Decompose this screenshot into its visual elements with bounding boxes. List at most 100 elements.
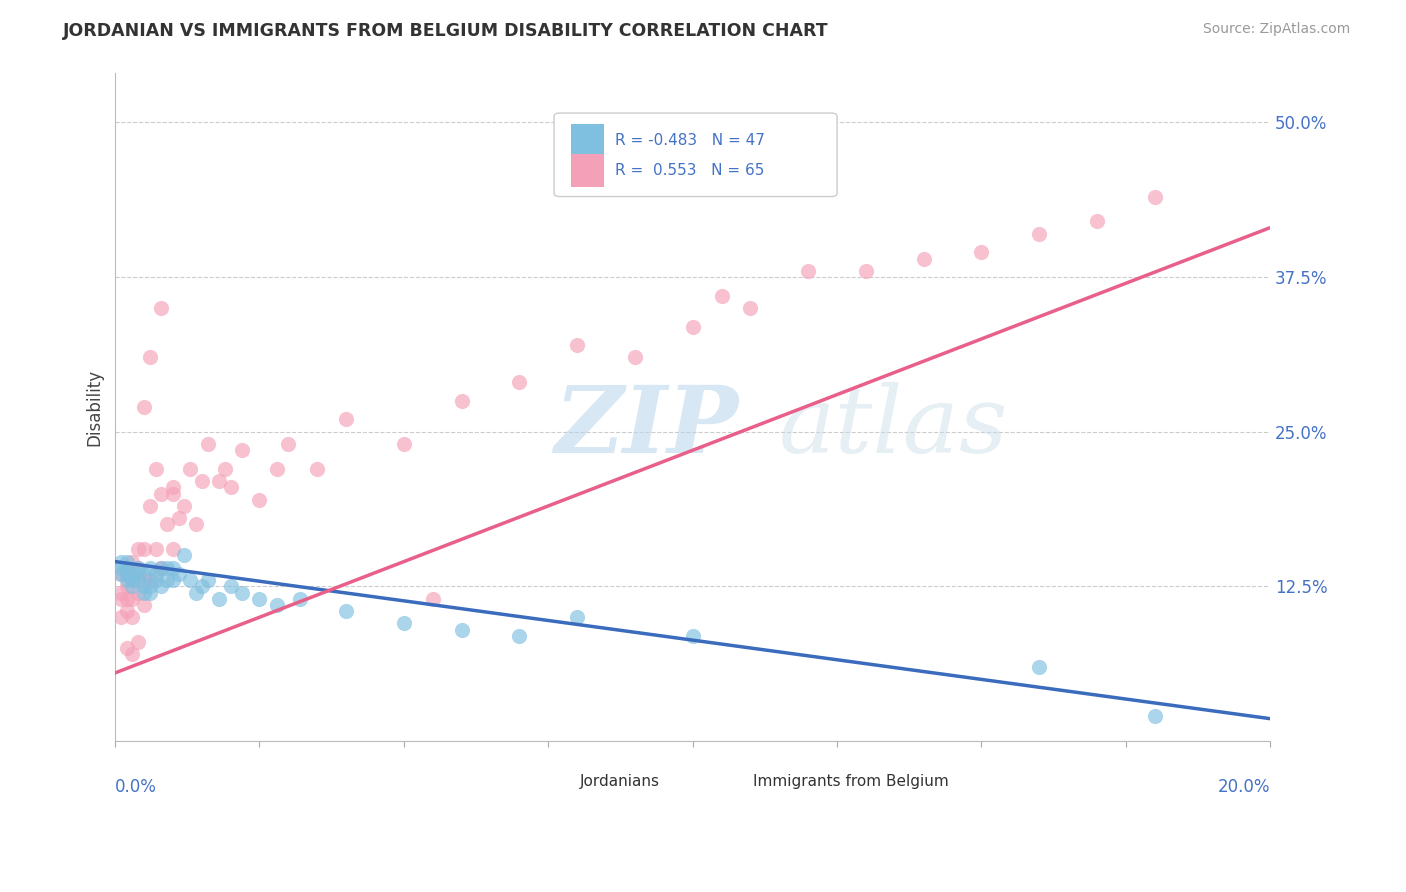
- Point: [115, 591, 138, 606]
- Point: [121, 555, 143, 569]
- Point: [132, 598, 155, 612]
- Point: [508, 376, 530, 390]
- Point: [150, 486, 173, 500]
- Text: JORDANIAN VS IMMIGRANTS FROM BELGIUM DISABILITY CORRELATION CHART: JORDANIAN VS IMMIGRANTS FROM BELGIUM DIS…: [63, 22, 830, 40]
- Point: [127, 566, 149, 581]
- Bar: [716, 768, 745, 795]
- Point: [162, 480, 184, 494]
- Bar: [571, 154, 603, 186]
- Point: [219, 480, 242, 494]
- Point: [150, 301, 173, 315]
- Point: [184, 517, 207, 532]
- Point: [1085, 214, 1108, 228]
- Point: [121, 566, 143, 581]
- Point: [115, 604, 138, 618]
- Text: atlas: atlas: [779, 382, 1010, 472]
- Point: [682, 319, 704, 334]
- Point: [121, 648, 143, 662]
- Text: Immigrants from Belgium: Immigrants from Belgium: [752, 773, 949, 789]
- Point: [139, 499, 162, 513]
- Point: [110, 566, 132, 581]
- Point: [912, 252, 935, 266]
- Point: [422, 591, 444, 606]
- Point: [121, 579, 143, 593]
- Point: [145, 566, 167, 581]
- Point: [710, 288, 733, 302]
- Point: [277, 437, 299, 451]
- Text: R =  0.553   N = 65: R = 0.553 N = 65: [616, 163, 765, 178]
- Point: [139, 351, 162, 365]
- Point: [970, 245, 993, 260]
- Point: [162, 486, 184, 500]
- Point: [132, 400, 155, 414]
- Point: [335, 604, 357, 618]
- Point: [127, 561, 149, 575]
- Point: [121, 573, 143, 587]
- Point: [219, 579, 242, 593]
- Point: [565, 610, 588, 624]
- Text: ZIP: ZIP: [554, 382, 738, 472]
- Point: [139, 579, 162, 593]
- Point: [145, 462, 167, 476]
- Point: [249, 492, 271, 507]
- Point: [110, 566, 132, 581]
- Point: [115, 566, 138, 581]
- Point: [162, 561, 184, 575]
- Text: Jordanians: Jordanians: [579, 773, 659, 789]
- Bar: [543, 768, 571, 795]
- Point: [110, 610, 132, 624]
- Point: [179, 573, 201, 587]
- Text: Source: ZipAtlas.com: Source: ZipAtlas.com: [1202, 22, 1350, 37]
- Point: [231, 585, 253, 599]
- Point: [184, 585, 207, 599]
- Point: [266, 462, 288, 476]
- Point: [450, 393, 472, 408]
- Point: [740, 301, 762, 315]
- Point: [167, 511, 190, 525]
- Point: [392, 437, 415, 451]
- Text: R = -0.483   N = 47: R = -0.483 N = 47: [616, 133, 765, 148]
- Point: [115, 641, 138, 656]
- Point: [173, 499, 195, 513]
- Point: [132, 573, 155, 587]
- Point: [121, 610, 143, 624]
- Point: [1143, 189, 1166, 203]
- Point: [797, 264, 820, 278]
- Point: [115, 555, 138, 569]
- Point: [127, 561, 149, 575]
- Point: [139, 561, 162, 575]
- Point: [855, 264, 877, 278]
- Point: [132, 579, 155, 593]
- Point: [115, 561, 138, 575]
- Point: [249, 591, 271, 606]
- Point: [266, 598, 288, 612]
- Point: [150, 561, 173, 575]
- Text: 0.0%: 0.0%: [115, 778, 157, 796]
- Point: [307, 462, 329, 476]
- Point: [127, 635, 149, 649]
- Point: [179, 462, 201, 476]
- Text: 20.0%: 20.0%: [1218, 778, 1270, 796]
- Point: [624, 351, 647, 365]
- Point: [392, 616, 415, 631]
- Point: [121, 573, 143, 587]
- Point: [139, 573, 162, 587]
- Point: [121, 591, 143, 606]
- Point: [508, 629, 530, 643]
- Point: [450, 623, 472, 637]
- Point: [156, 561, 179, 575]
- Point: [145, 542, 167, 557]
- Point: [1028, 227, 1050, 241]
- Point: [288, 591, 311, 606]
- Point: [231, 443, 253, 458]
- Point: [115, 579, 138, 593]
- Point: [565, 338, 588, 352]
- Point: [190, 579, 212, 593]
- Point: [127, 573, 149, 587]
- Point: [167, 566, 190, 581]
- Point: [115, 566, 138, 581]
- Point: [1028, 659, 1050, 673]
- Point: [197, 437, 219, 451]
- Point: [682, 629, 704, 643]
- Point: [110, 591, 132, 606]
